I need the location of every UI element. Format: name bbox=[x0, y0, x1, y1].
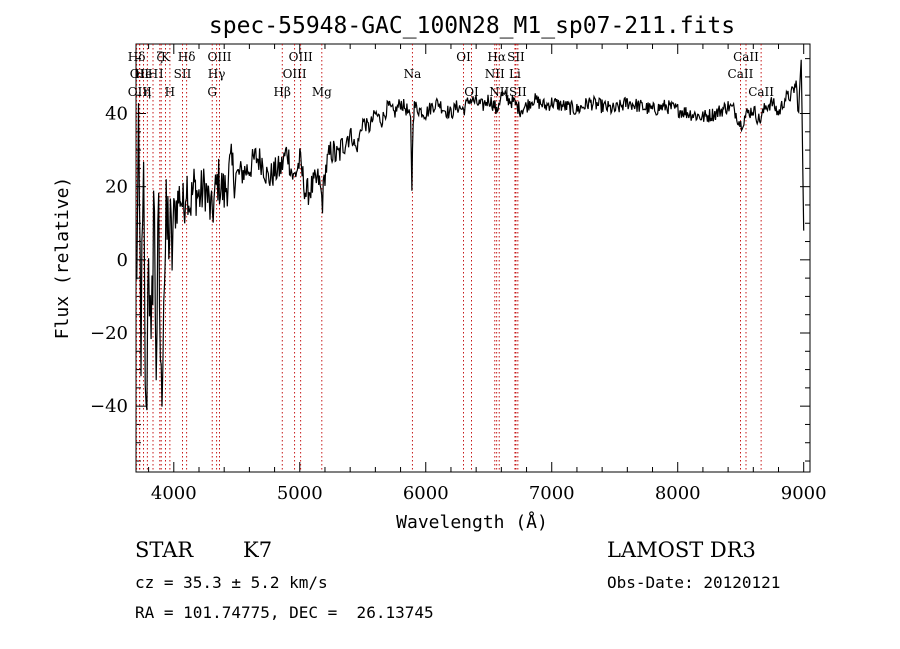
x-tick-label-2: 6000 bbox=[403, 483, 449, 504]
line-label-25: SII bbox=[507, 50, 525, 64]
x-tick-label-5: 9000 bbox=[781, 483, 827, 504]
survey-name: LAMOST DR3 bbox=[607, 538, 756, 562]
x-tick-label-1: 5000 bbox=[277, 483, 323, 504]
line-label-29: CaII bbox=[733, 50, 759, 64]
line-label-4: η bbox=[144, 85, 151, 99]
plot-frame bbox=[135, 43, 811, 473]
y-tick-label-1: −20 bbox=[90, 323, 128, 344]
line-label-16: OIII bbox=[283, 67, 307, 81]
line-label-23: Hα bbox=[487, 50, 506, 64]
line-label-3: He bbox=[135, 67, 153, 81]
line-label-15: Hβ bbox=[274, 85, 291, 99]
line-label-0: Hδ bbox=[128, 50, 146, 64]
spectral-line-markers bbox=[136, 44, 762, 472]
line-label-9: H bbox=[165, 85, 175, 99]
line-label-2: OIII bbox=[128, 85, 152, 99]
line-label-13: OIII bbox=[207, 50, 231, 64]
line-label-24: NII bbox=[489, 85, 509, 99]
flux-series-line bbox=[135, 59, 805, 411]
object-type: STAR bbox=[135, 538, 194, 562]
line-label-26: Li bbox=[509, 67, 521, 81]
line-label-5: H bbox=[148, 67, 158, 81]
x-tick-label-3: 7000 bbox=[529, 483, 575, 504]
x-tick-label-4: 8000 bbox=[655, 483, 701, 504]
line-label-1: OII bbox=[130, 67, 150, 81]
chart-title: spec-55948-GAC_100N28_M1_sp07-211.fits bbox=[209, 13, 735, 39]
y-tick-label-4: 40 bbox=[105, 104, 128, 125]
coordinates: RA = 101.74775, DEC = 26.13745 bbox=[135, 603, 434, 622]
object-subclass: K7 bbox=[243, 538, 273, 562]
line-label-10: SII bbox=[174, 67, 192, 81]
line-label-14: G bbox=[207, 85, 217, 99]
line-label-18: Mg bbox=[312, 85, 332, 99]
line-label-30: CaII bbox=[748, 85, 774, 99]
x-axis-label: Wavelength (Å) bbox=[396, 511, 548, 533]
line-label-7: I bbox=[159, 67, 164, 81]
x-tick-label-0: 4000 bbox=[151, 483, 197, 504]
line-label-17: OIII bbox=[289, 50, 313, 64]
y-tick-label-3: 20 bbox=[105, 177, 128, 198]
axis-ticks: 4000 5000 6000 7000 8000 9000 −40 −20 0 20 40 bbox=[90, 44, 827, 504]
line-label-19: Na bbox=[404, 67, 422, 81]
observation-date: Obs-Date: 20120121 bbox=[607, 573, 781, 592]
line-label-28: CaII bbox=[728, 67, 754, 81]
redshift-velocity: cz = 35.3 ± 5.2 km/s bbox=[135, 573, 328, 592]
line-label-8: K bbox=[161, 50, 171, 64]
line-label-21: OI bbox=[464, 85, 479, 99]
y-tick-label-2: 0 bbox=[117, 250, 128, 271]
line-label-6: ζ bbox=[157, 50, 164, 64]
line-label-11: Hδ bbox=[178, 50, 196, 64]
line-label-27: SII bbox=[509, 85, 527, 99]
line-label-12: Hγ bbox=[208, 67, 226, 81]
line-label-20: OI bbox=[456, 50, 471, 64]
y-axis-label: Flux (relative) bbox=[52, 177, 73, 340]
y-tick-label-0: −40 bbox=[90, 396, 128, 417]
line-label-22: NII bbox=[485, 67, 505, 81]
